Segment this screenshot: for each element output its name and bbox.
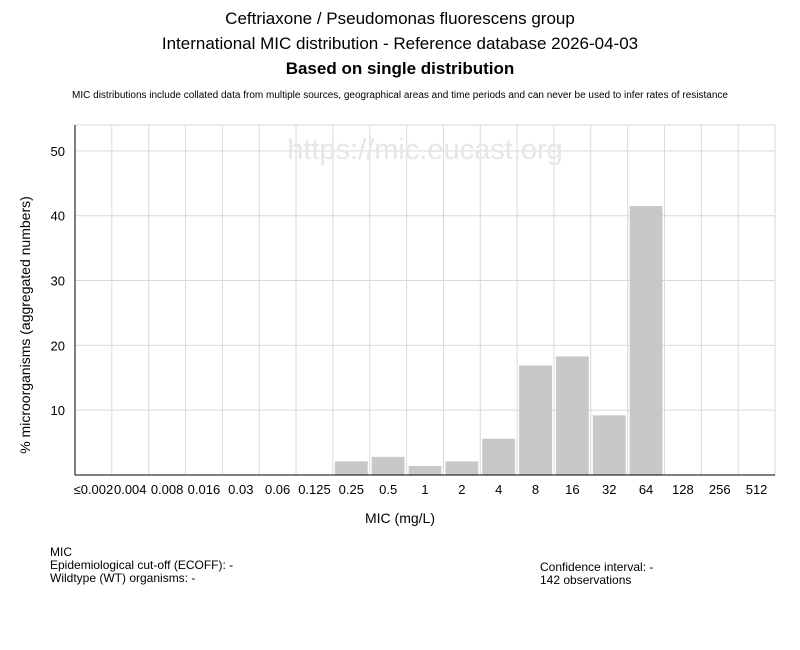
x-tick-label: 16 (565, 482, 579, 497)
x-axis-label: MIC (mg/L) (365, 510, 435, 526)
bar-1 (408, 465, 442, 475)
chart-subtitle-bold: Based on single distribution (285, 59, 515, 78)
bar-2 (445, 461, 479, 475)
chart-subtitle: International MIC distribution - Referen… (161, 34, 639, 53)
x-tick-label: 0.016 (188, 482, 221, 497)
bars-group (334, 206, 663, 475)
mic-label: MIC (50, 545, 72, 559)
y-tick-labels: 10 20 30 40 50 (51, 144, 65, 418)
x-tick-label: ≤0.002 (74, 482, 114, 497)
x-tick-label: 0.5 (379, 482, 397, 497)
info-left: MIC Epidemiological cut-off (ECOFF): - W… (50, 546, 233, 585)
x-tick-label: 256 (709, 482, 731, 497)
plot-border (74, 124, 776, 476)
x-tick-labels: ≤0.002 0.004 0.008 0.016 0.03 0.06 0.125 0.25 0.… (74, 482, 768, 497)
bar-16 (555, 356, 589, 475)
bar-0.25 (334, 461, 368, 475)
x-tick-label: 32 (602, 482, 616, 497)
bar-8 (519, 365, 552, 475)
y-tick-label: 30 (51, 274, 65, 289)
x-tick-label: 64 (639, 482, 653, 497)
x-tick-label: 512 (746, 482, 768, 497)
ecoff-text: Epidemiological cut-off (ECOFF): - (50, 558, 234, 572)
axes-group (74, 125, 775, 476)
disclaimer-text: MIC distributions include collated data … (72, 90, 728, 101)
bar-64 (629, 206, 663, 475)
wildtype-text: Wildtype (WT) organisms: - (50, 571, 196, 585)
x-tick-label: 0.06 (265, 482, 290, 497)
x-tick-label: 1 (421, 482, 428, 497)
y-tick-label: 40 (51, 209, 65, 224)
confidence-interval-text: Confidence interval: - (540, 560, 654, 574)
y-axis-label: % microorganisms (aggregated numbers) (17, 196, 33, 454)
y-tick-label: 50 (51, 144, 65, 159)
chart-title: Ceftriaxone / Pseudomonas fluorescens gr… (225, 9, 575, 28)
x-tick-label: 128 (672, 482, 694, 497)
x-tick-label: 2 (458, 482, 465, 497)
y-tick-label: 20 (51, 338, 65, 353)
y-tick-label: 10 (51, 403, 65, 418)
x-tick-label: 8 (532, 482, 539, 497)
info-right: Confidence interval: - 142 observations (540, 561, 653, 587)
x-tick-label: 4 (495, 482, 502, 497)
watermark-text: https://mic.eucast.org (287, 134, 563, 166)
bar-32 (592, 415, 626, 475)
x-tick-label: 0.004 (114, 482, 147, 497)
x-tick-label: 0.008 (151, 482, 184, 497)
bar-4 (482, 438, 516, 475)
x-tick-label: 0.03 (228, 482, 253, 497)
bar-0.5 (371, 456, 405, 475)
x-tick-label: 0.125 (298, 482, 331, 497)
grid-lines (74, 124, 776, 476)
observations-count: 142 observations (540, 573, 632, 587)
x-tick-label: 0.25 (339, 482, 364, 497)
